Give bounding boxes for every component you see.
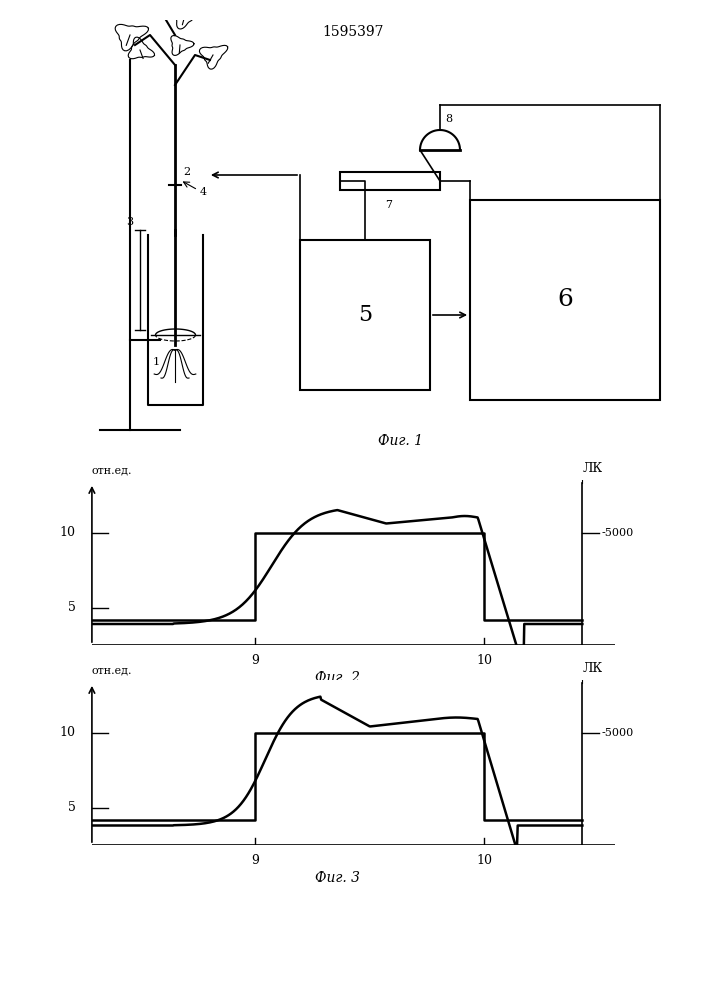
Text: ЛК: ЛК: [583, 662, 602, 676]
Text: -5000: -5000: [602, 528, 634, 538]
Text: 5: 5: [358, 304, 372, 326]
Bar: [300, 240, 430, 390]
Text: 6: 6: [557, 288, 573, 312]
Bar: [470, 200, 660, 400]
Text: 5: 5: [68, 601, 76, 614]
Text: Фиг. 1: Фиг. 1: [378, 434, 423, 448]
Text: 2: 2: [183, 167, 190, 177]
Text: 7: 7: [385, 200, 392, 210]
Text: Фиг. 3: Фиг. 3: [315, 870, 360, 884]
Bar: [340, 172, 440, 190]
Text: 1: 1: [153, 357, 160, 367]
Text: 9: 9: [252, 654, 259, 667]
Text: 1595397: 1595397: [322, 25, 384, 39]
Text: 3: 3: [127, 217, 134, 227]
Text: 5: 5: [68, 801, 76, 814]
Text: 9: 9: [252, 854, 259, 867]
Text: отн.ед.: отн.ед.: [92, 666, 132, 676]
Text: 4: 4: [200, 187, 207, 197]
Text: 8: 8: [445, 114, 452, 124]
Text: 10: 10: [59, 726, 76, 739]
Text: -5000: -5000: [602, 728, 634, 738]
Text: отн.ед.: отн.ед.: [92, 466, 132, 476]
Text: 10: 10: [477, 654, 492, 667]
Text: 10: 10: [477, 854, 492, 867]
Text: ЛК: ЛК: [583, 462, 602, 476]
Text: 10: 10: [59, 526, 76, 539]
Text: Фиг. 2: Фиг. 2: [315, 670, 360, 684]
